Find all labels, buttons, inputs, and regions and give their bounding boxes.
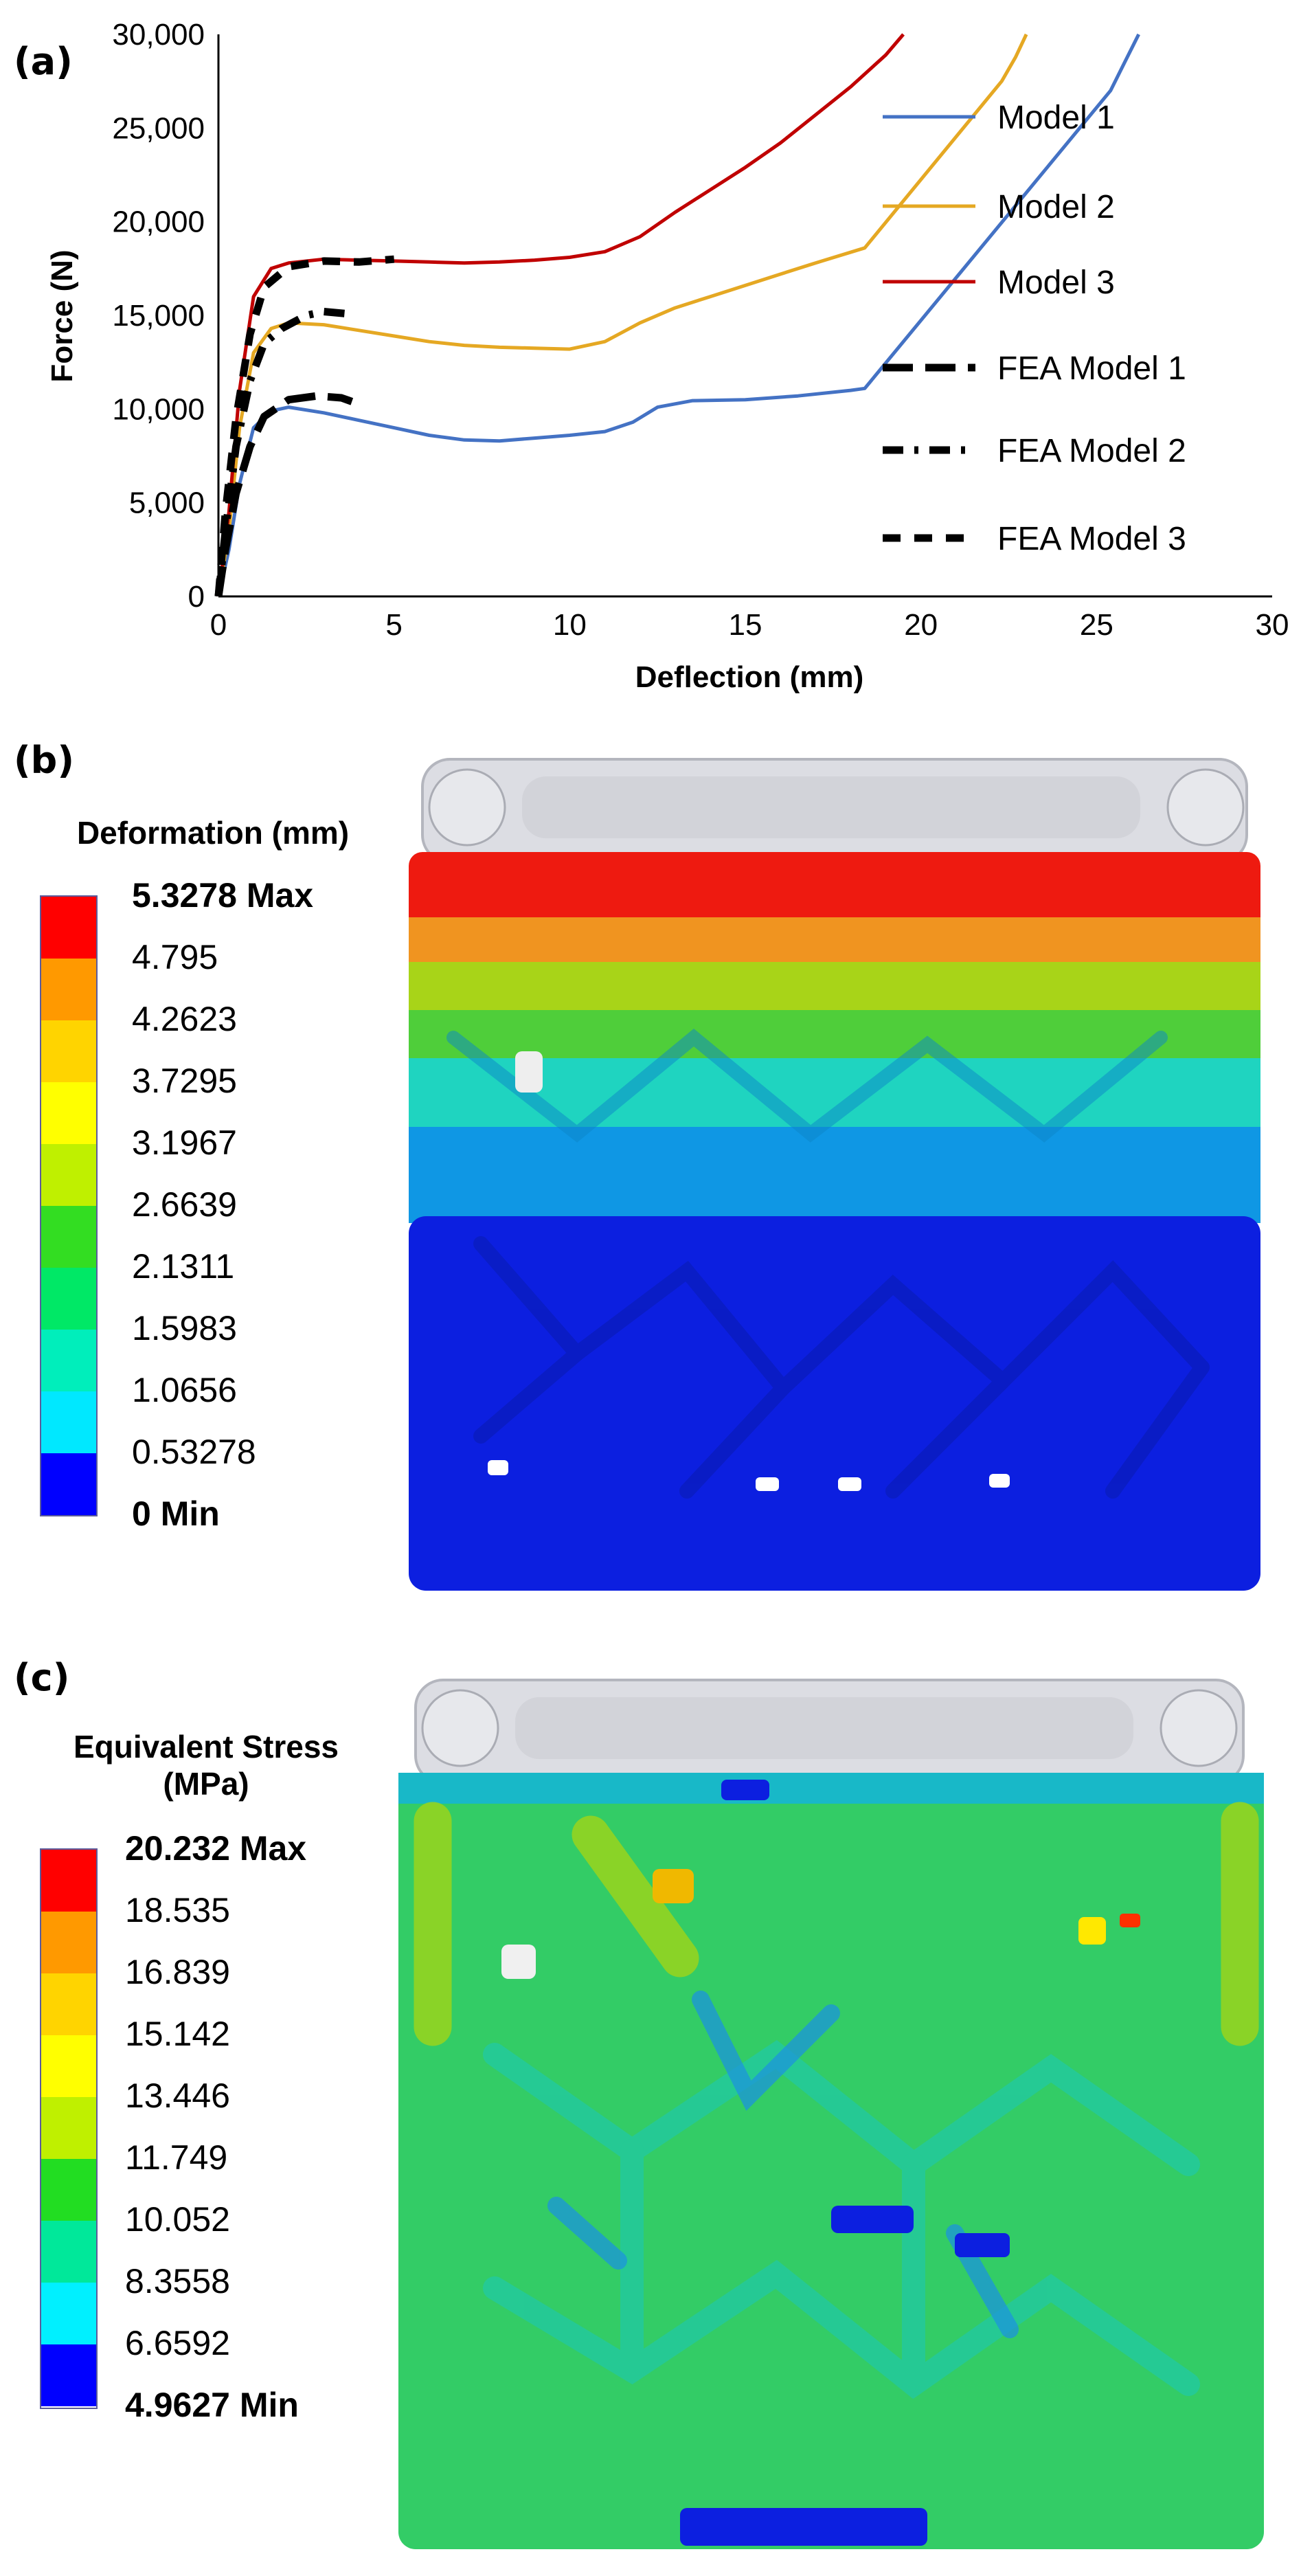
colorbar-label: 6.6592	[125, 2324, 230, 2362]
contour-band-min	[409, 1216, 1260, 1591]
colorbar-label: 13.446	[125, 2076, 230, 2115]
colorbar-label: 3.7295	[132, 1062, 237, 1100]
contour-band-max	[409, 852, 1260, 931]
deformation-contour-render	[409, 758, 1260, 1591]
colorbar-swatch	[41, 1912, 96, 1973]
plate-slot	[522, 776, 1140, 838]
colorbar-label: 4.9627 Min	[125, 2386, 299, 2424]
colorbar-label: 4.795	[132, 938, 218, 976]
colorbar-swatch	[41, 959, 96, 1020]
deformation-colorbar-title: Deformation (mm)	[76, 815, 350, 851]
stress-min-zones	[680, 1780, 1010, 2546]
colorbar-swatch	[41, 2221, 96, 2283]
colorbar-swatch	[41, 1082, 96, 1144]
colorbar-swatch	[41, 1144, 96, 1206]
contour-band	[409, 1010, 1260, 1065]
x-tick-label: 30	[1256, 608, 1289, 642]
contour-band	[409, 962, 1260, 1017]
colorbar-swatch	[41, 1268, 96, 1330]
series-line-model-2	[216, 33, 1028, 597]
colorbar-label: 15.142	[125, 2015, 230, 2053]
colorbar-swatch	[41, 2035, 96, 2097]
colorbar-label: 2.6639	[132, 1185, 237, 1224]
x-tick-label: 15	[729, 608, 762, 642]
y-tick-label: 20,000	[112, 205, 205, 239]
contour-band	[409, 1127, 1260, 1223]
colorbar-label: 8.3558	[125, 2262, 230, 2300]
colorbar-label: 0.53278	[132, 1433, 256, 1471]
y-tick-label: 10,000	[112, 392, 205, 426]
y-tick-label: 15,000	[112, 299, 205, 333]
colorbar-swatch	[41, 2159, 96, 2221]
stress-highlights	[501, 1869, 1140, 1979]
lattice-struts-upper	[446, 1029, 1168, 1143]
stress-struts-high	[414, 1802, 1259, 2046]
plate-boss	[1160, 1689, 1238, 1767]
colorbar-label: 11.749	[125, 2138, 228, 2177]
colorbar-swatch	[41, 2344, 96, 2406]
colorbar-label: 5.3278 Max	[132, 876, 314, 915]
y-tick-label: 25,000	[112, 111, 205, 145]
legend-label: Model 1	[997, 100, 1115, 136]
stress-top-edge	[398, 1773, 1264, 1804]
plate-boss	[428, 768, 506, 847]
stress-colorbar-title-line2: (MPa)	[163, 1766, 249, 1802]
y-tick-label: 5,000	[129, 486, 205, 520]
colorbar-swatch	[41, 1453, 96, 1515]
colorbar-swatch	[41, 1206, 96, 1268]
lattice-struts	[473, 1236, 1210, 1499]
series-line-model-3	[216, 33, 905, 597]
colorbar-label: 16.839	[125, 1953, 230, 1991]
colorbar-label: 4.2623	[132, 1000, 237, 1038]
stress-colorbar-title-line1: Equivalent Stress	[73, 1729, 339, 1765]
legend-label: Model 2	[997, 189, 1115, 225]
plate-boss	[421, 1689, 499, 1767]
colorbar-label: 1.0656	[132, 1371, 237, 1409]
stress-body	[398, 1773, 1264, 2549]
panel-b-label: (b)	[14, 739, 75, 782]
legend-label: FEA Model 3	[997, 521, 1186, 557]
plate-slot	[515, 1697, 1133, 1759]
colorbar-swatch	[41, 2097, 96, 2159]
legend-label: FEA Model 2	[997, 433, 1186, 469]
lattice-holes	[488, 1051, 1010, 1491]
x-axis-title: Deflection (mm)	[635, 660, 863, 694]
colorbar-swatch	[41, 897, 96, 959]
deformation-colorbar	[40, 895, 98, 1516]
colorbar-label: 20.232 Max	[125, 1829, 307, 1868]
y-tick-label: 0	[188, 580, 205, 614]
series-line-fea-model-2	[214, 308, 346, 597]
x-tick-label: 5	[385, 608, 402, 642]
x-tick-label: 10	[553, 608, 587, 642]
series-line-fea-model-3	[214, 255, 395, 597]
stress-colorbar-title: Equivalent Stress (MPa)	[27, 1728, 385, 1802]
plate-boss	[1166, 768, 1245, 847]
panel-a-label: (a)	[14, 40, 73, 83]
force-deflection-chart: 0 5 10 15 20 25 30 0 5,000 10,000 15,000 20,000 25,0…	[45, 18, 1289, 694]
colorbar-swatch	[41, 1973, 96, 2035]
colorbar-swatch	[41, 1850, 96, 1912]
colorbar-swatch	[41, 1391, 96, 1453]
panel-c-label: (c)	[14, 1656, 70, 1699]
x-tick-label: 20	[904, 608, 938, 642]
colorbar-label: 10.052	[125, 2200, 230, 2239]
legend-label: Model 3	[997, 265, 1115, 301]
stress-contour-render	[398, 1679, 1264, 2549]
x-tick-label: 25	[1080, 608, 1113, 642]
y-tick-label: 30,000	[112, 18, 205, 52]
colorbar-swatch	[41, 2283, 96, 2344]
y-axis-title: Force (N)	[45, 249, 79, 382]
colorbar-swatch	[41, 1330, 96, 1391]
stress-colorbar	[40, 1848, 98, 2409]
colorbar-label: 2.1311	[132, 1247, 235, 1286]
colorbar-label: 3.1967	[132, 1123, 237, 1162]
colorbar-label: 18.535	[125, 1891, 230, 1929]
colorbar-swatch	[41, 1020, 96, 1082]
colorbar-label: 0 Min	[132, 1494, 220, 1533]
x-tick-label: 0	[210, 608, 227, 642]
stress-struts-mid	[483, 2039, 1200, 2399]
colorbar-label: 1.5983	[132, 1309, 237, 1347]
legend-label: FEA Model 1	[997, 350, 1186, 387]
